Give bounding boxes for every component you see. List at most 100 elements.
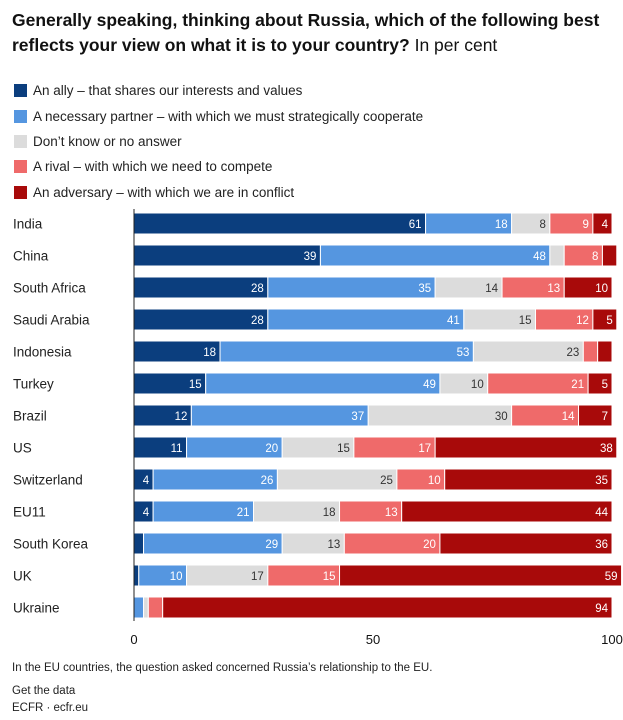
data-label: 38 — [600, 443, 613, 455]
data-label: 12 — [576, 315, 589, 327]
category-label: South Korea — [13, 537, 89, 552]
bar-segment — [133, 532, 145, 555]
legend-label: An adversary – with which we are in conf… — [33, 184, 295, 200]
data-label: 13 — [385, 507, 398, 519]
bar-segment — [597, 340, 613, 363]
data-label: 15 — [189, 379, 202, 391]
data-label: 20 — [423, 539, 436, 551]
data-label: 39 — [304, 251, 317, 263]
legend-item: Don’t know or no answer — [14, 129, 423, 154]
data-label: 5 — [606, 315, 612, 327]
data-label: 28 — [251, 283, 264, 295]
bar-segment — [367, 404, 513, 427]
data-label: 29 — [265, 539, 278, 551]
legend-label: An ally – that shares our interests and … — [33, 83, 303, 99]
bar-segment — [434, 436, 618, 459]
data-label: 23 — [567, 347, 580, 359]
bar-segment — [219, 340, 474, 363]
data-label: 41 — [447, 315, 460, 327]
bar-segment — [147, 596, 164, 619]
data-label: 18 — [203, 347, 216, 359]
data-label: 10 — [471, 379, 484, 391]
data-label: 17 — [418, 443, 431, 455]
x-tick-label: 50 — [366, 632, 380, 647]
data-label: 4 — [143, 507, 150, 519]
chart-title: Generally speaking, thinking about Russi… — [12, 8, 612, 58]
data-label: 4 — [602, 219, 609, 231]
data-label: 59 — [605, 571, 618, 583]
chart-title-main: Generally speaking, thinking about Russi… — [12, 10, 600, 55]
legend-item: A rival – with which we need to compete — [14, 154, 423, 179]
bar-segment — [152, 468, 278, 491]
data-label: 11 — [171, 443, 183, 455]
source-credit: ECFR · ecfr.eu — [12, 702, 89, 714]
x-tick-label: 100 — [601, 632, 623, 647]
data-label: 13 — [547, 283, 560, 295]
bar-segment — [578, 404, 613, 427]
data-label: 21 — [571, 379, 584, 391]
legend-label: A necessary partner – with which we must… — [33, 108, 424, 124]
data-label: 26 — [261, 475, 274, 487]
legend-label: A rival – with which we need to compete — [33, 159, 273, 175]
data-label: 28 — [251, 315, 264, 327]
data-label: 94 — [595, 603, 608, 615]
data-label: 12 — [175, 411, 188, 423]
legend-item: A necessary partner – with which we must… — [14, 103, 423, 128]
category-label: Brazil — [13, 409, 47, 424]
bar-segment — [133, 244, 321, 267]
bar-segment — [205, 372, 441, 395]
category-label: Saudi Arabia — [13, 313, 90, 328]
bar-segment — [592, 308, 618, 331]
bar-segment — [592, 212, 613, 235]
legend-item: An ally – that shares our interests and … — [14, 78, 423, 103]
bar-segment — [587, 372, 613, 395]
data-label: 10 — [428, 475, 441, 487]
bar-segment — [143, 596, 149, 619]
category-label: Indonesia — [13, 345, 72, 360]
data-label: 7 — [602, 411, 608, 423]
bar-segment — [563, 276, 613, 299]
bar-segment — [549, 244, 565, 267]
data-label: 13 — [328, 539, 341, 551]
bar-segment — [339, 564, 623, 587]
data-label: 18 — [323, 507, 336, 519]
data-label: 5 — [602, 379, 608, 391]
data-label: 15 — [519, 315, 532, 327]
legend-swatch — [14, 109, 27, 123]
legend-label: Don’t know or no answer — [33, 133, 182, 149]
data-label: 35 — [418, 283, 431, 295]
data-label: 8 — [539, 219, 545, 231]
bar-segment — [133, 308, 269, 331]
get-the-data-link[interactable]: Get the data — [12, 685, 76, 697]
bar-segment — [267, 308, 465, 331]
x-tick-label: 0 — [130, 632, 137, 647]
data-label: 44 — [595, 507, 608, 519]
bar-segment — [439, 532, 613, 555]
bar-segment — [276, 468, 398, 491]
bar-segment — [319, 244, 551, 267]
data-label: 17 — [251, 571, 264, 583]
category-label: Turkey — [13, 377, 54, 392]
bar-segment — [133, 212, 427, 235]
legend-item: An adversary – with which we are in conf… — [14, 180, 423, 205]
category-label: EU11 — [13, 505, 46, 520]
data-label: 4 — [143, 475, 150, 487]
bar-segment — [582, 340, 599, 363]
data-label: 37 — [351, 411, 364, 423]
bar-segment — [401, 500, 613, 523]
data-label: 15 — [337, 443, 350, 455]
category-label: UK — [13, 569, 32, 584]
bar-segment — [133, 564, 140, 587]
category-label: US — [13, 441, 32, 456]
data-label: 30 — [495, 411, 508, 423]
chart-title-unit: In per cent — [414, 35, 498, 55]
bar-segment — [267, 276, 436, 299]
data-label: 10 — [595, 283, 608, 295]
data-label: 20 — [265, 443, 278, 455]
data-label: 36 — [595, 539, 608, 551]
data-label: 10 — [170, 571, 183, 583]
data-label: 8 — [592, 251, 598, 263]
category-label: India — [13, 217, 43, 232]
data-label: 61 — [409, 219, 422, 231]
